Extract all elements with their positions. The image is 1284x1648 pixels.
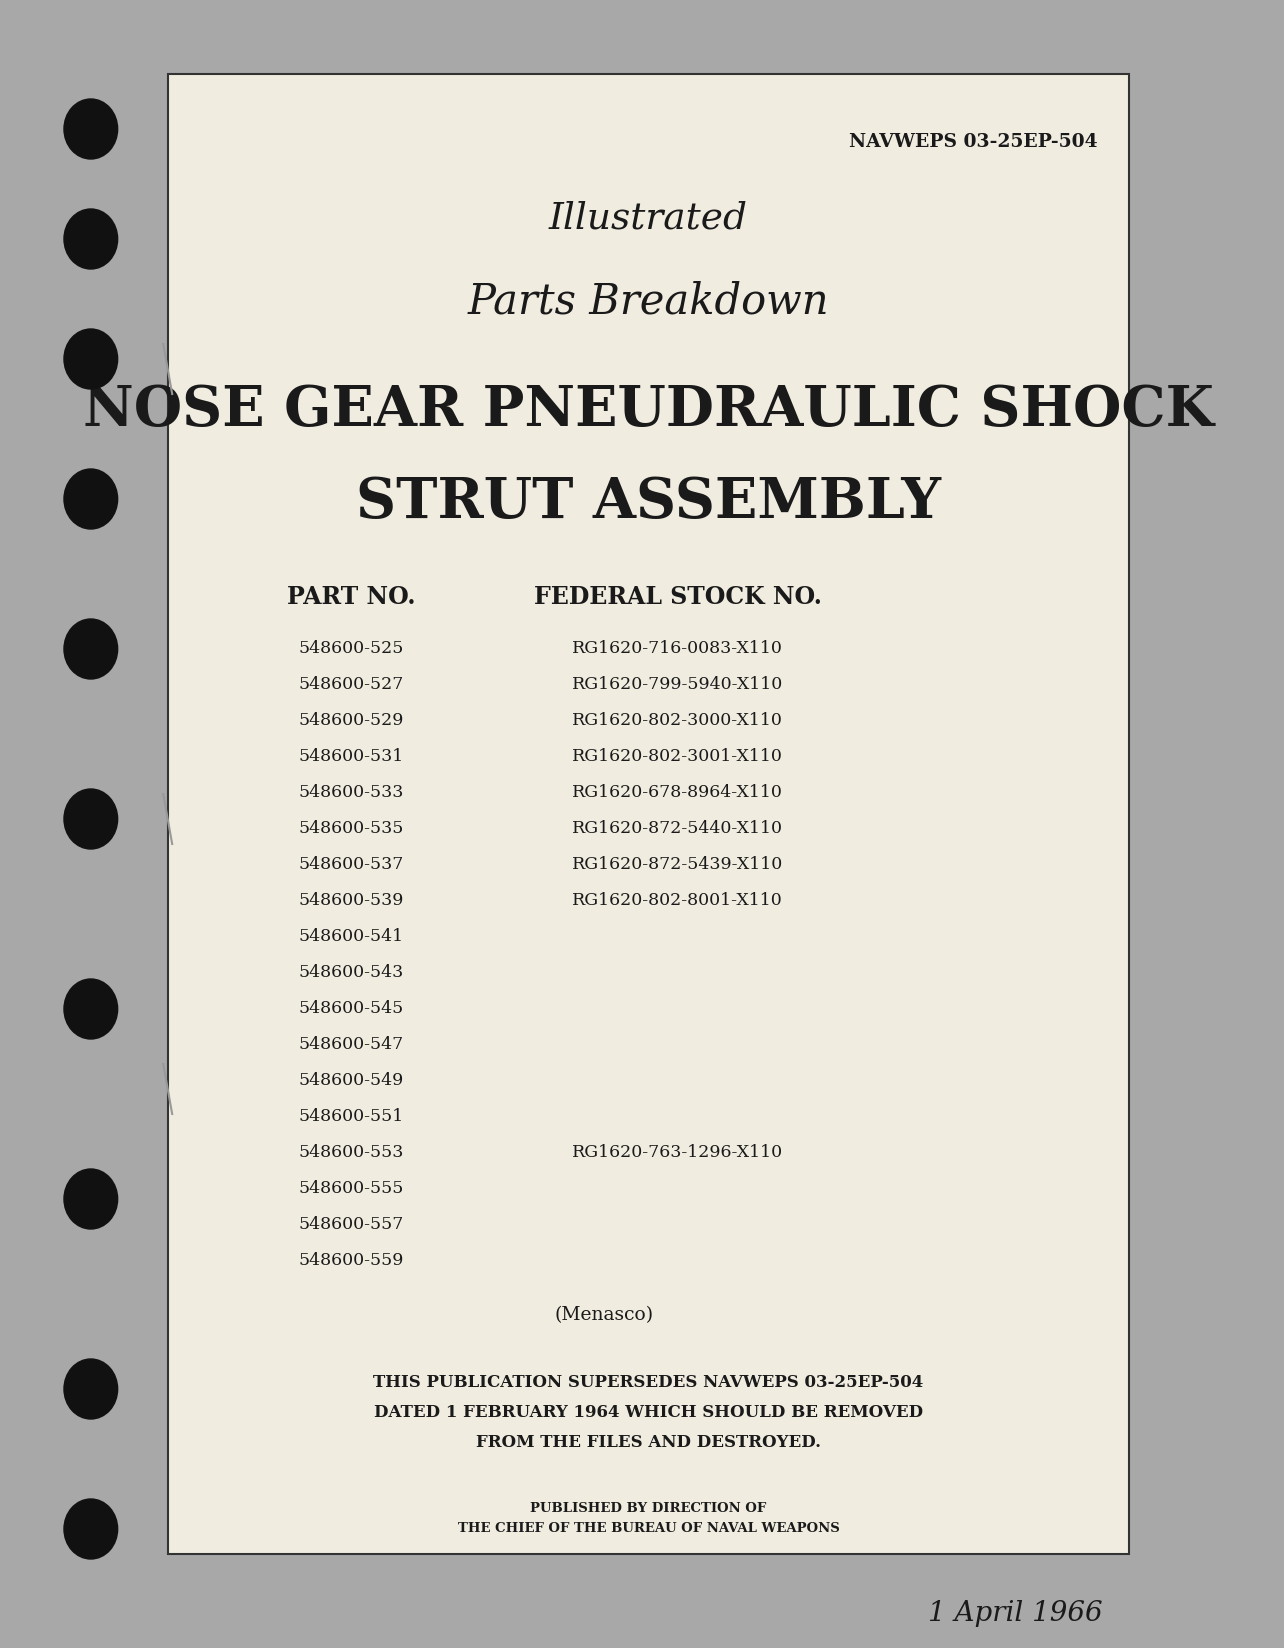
Text: DATED 1 FEBRUARY 1964 WHICH SHOULD BE REMOVED: DATED 1 FEBRUARY 1964 WHICH SHOULD BE RE… <box>374 1402 923 1421</box>
Text: 548600-529: 548600-529 <box>298 712 403 728</box>
Text: 548600-535: 548600-535 <box>298 819 403 837</box>
Text: THIS PUBLICATION SUPERSEDES NAVWEPS 03-25EP-504: THIS PUBLICATION SUPERSEDES NAVWEPS 03-2… <box>374 1373 923 1391</box>
Text: 548600-559: 548600-559 <box>298 1251 403 1269</box>
Circle shape <box>64 620 118 679</box>
Text: 548600-541: 548600-541 <box>298 928 403 944</box>
Text: Parts Breakdown: Parts Breakdown <box>467 280 829 321</box>
Circle shape <box>64 1170 118 1229</box>
Text: NAVWEPS 03-25EP-504: NAVWEPS 03-25EP-504 <box>849 133 1098 152</box>
FancyBboxPatch shape <box>168 74 1129 1554</box>
Text: Illustrated: Illustrated <box>548 199 747 236</box>
Text: PART NO.: PART NO. <box>286 585 415 608</box>
Text: RG1620-872-5439-X110: RG1620-872-5439-X110 <box>571 855 783 872</box>
Text: 548600-543: 548600-543 <box>298 964 403 981</box>
Text: 548600-533: 548600-533 <box>298 783 403 801</box>
Text: RG1620-802-3001-X110: RG1620-802-3001-X110 <box>571 748 783 765</box>
Text: 548600-549: 548600-549 <box>298 1071 403 1088</box>
Circle shape <box>64 979 118 1040</box>
Text: 548600-551: 548600-551 <box>298 1107 403 1124</box>
Text: FROM THE FILES AND DESTROYED.: FROM THE FILES AND DESTROYED. <box>476 1434 820 1450</box>
Text: NOSE GEAR PNEUDRAULIC SHOCK: NOSE GEAR PNEUDRAULIC SHOCK <box>83 382 1213 438</box>
Text: RG1620-802-3000-X110: RG1620-802-3000-X110 <box>571 712 783 728</box>
Text: RG1620-872-5440-X110: RG1620-872-5440-X110 <box>571 819 783 837</box>
Circle shape <box>64 101 118 160</box>
Text: 1 April 1966: 1 April 1966 <box>927 1599 1102 1627</box>
Text: THE CHIEF OF THE BUREAU OF NAVAL WEAPONS: THE CHIEF OF THE BUREAU OF NAVAL WEAPONS <box>457 1521 840 1534</box>
Text: 548600-525: 548600-525 <box>298 639 403 656</box>
Text: PUBLISHED BY DIRECTION OF: PUBLISHED BY DIRECTION OF <box>530 1501 767 1515</box>
Text: 548600-553: 548600-553 <box>298 1144 403 1160</box>
Circle shape <box>64 1360 118 1419</box>
Text: RG1620-678-8964-X110: RG1620-678-8964-X110 <box>571 783 783 801</box>
Text: 548600-527: 548600-527 <box>298 676 403 692</box>
Text: RG1620-799-5940-X110: RG1620-799-5940-X110 <box>571 676 783 692</box>
Text: 548600-545: 548600-545 <box>298 999 403 1017</box>
Text: 548600-557: 548600-557 <box>298 1215 403 1233</box>
Text: RG1620-802-8001-X110: RG1620-802-8001-X110 <box>573 892 783 908</box>
Text: 548600-531: 548600-531 <box>298 748 403 765</box>
Text: STRUT ASSEMBLY: STRUT ASSEMBLY <box>356 475 941 529</box>
Text: 548600-537: 548600-537 <box>298 855 403 872</box>
Circle shape <box>64 789 118 849</box>
Text: 548600-547: 548600-547 <box>298 1035 403 1053</box>
Text: 548600-555: 548600-555 <box>298 1180 403 1196</box>
Circle shape <box>64 1500 118 1559</box>
Circle shape <box>64 470 118 529</box>
Text: (Menasco): (Menasco) <box>555 1305 654 1323</box>
Text: FEDERAL STOCK NO.: FEDERAL STOCK NO. <box>534 585 822 608</box>
Text: RG1620-716-0083-X110: RG1620-716-0083-X110 <box>571 639 783 656</box>
Text: 548600-539: 548600-539 <box>298 892 403 908</box>
Circle shape <box>64 209 118 270</box>
Circle shape <box>64 330 118 391</box>
Text: RG1620-763-1296-X110: RG1620-763-1296-X110 <box>571 1144 783 1160</box>
